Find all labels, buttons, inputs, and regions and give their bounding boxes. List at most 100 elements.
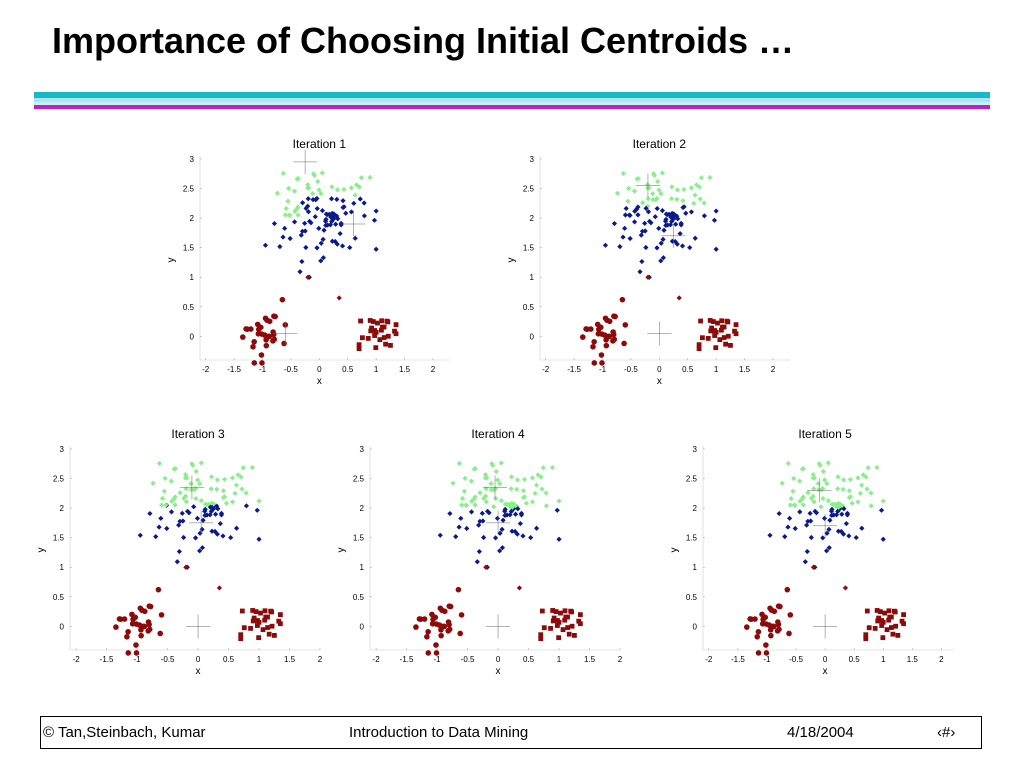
scatter-svg: Iteration 4 -2 -1.5 -1 -0.5 0 0.5 1 1.5 2 0 0.5 1 1.5… bbox=[336, 427, 623, 677]
data-point bbox=[651, 172, 658, 178]
data-point bbox=[598, 324, 604, 331]
data-point bbox=[782, 534, 788, 540]
data-point bbox=[472, 502, 478, 508]
data-point bbox=[314, 245, 320, 251]
data-point bbox=[157, 630, 164, 637]
data-point bbox=[619, 296, 626, 303]
data-point bbox=[631, 219, 638, 225]
data-point bbox=[188, 487, 194, 493]
data-point bbox=[733, 322, 739, 328]
data-point bbox=[177, 490, 183, 496]
data-point bbox=[733, 331, 739, 337]
x-tick-label: 2 bbox=[939, 655, 944, 664]
plot-title: Iteration 3 bbox=[171, 427, 225, 441]
x-tick-label: -0.5 bbox=[461, 655, 475, 664]
data-point bbox=[274, 190, 281, 196]
data-point bbox=[352, 192, 358, 198]
data-point bbox=[550, 618, 556, 624]
data-point bbox=[277, 244, 283, 250]
x-tick-label: 0 bbox=[317, 365, 322, 374]
data-point bbox=[595, 330, 602, 337]
data-point bbox=[698, 175, 705, 181]
x-axis-label: x bbox=[657, 376, 662, 387]
y-tick-label: 1 bbox=[693, 563, 698, 572]
y-axis-label: y bbox=[506, 258, 517, 263]
data-point bbox=[263, 614, 269, 620]
data-point bbox=[669, 238, 675, 244]
data-point bbox=[855, 499, 861, 505]
data-point bbox=[370, 319, 376, 324]
data-point bbox=[901, 621, 906, 627]
data-point bbox=[116, 616, 123, 622]
y-tick-label: 2 bbox=[190, 214, 195, 223]
x-tick-label: -1 bbox=[134, 655, 142, 664]
y-tick-label: 3 bbox=[693, 445, 698, 454]
data-point bbox=[509, 528, 515, 534]
data-point bbox=[437, 605, 444, 612]
data-point bbox=[334, 187, 340, 193]
data-point bbox=[602, 242, 609, 248]
data-point bbox=[514, 486, 520, 492]
data-point bbox=[707, 174, 713, 181]
data-point bbox=[286, 212, 292, 218]
data-point bbox=[220, 488, 227, 494]
data-point bbox=[188, 481, 194, 487]
x-tick-label: 2 bbox=[318, 655, 323, 664]
data-point bbox=[602, 315, 609, 322]
stripe-pale-cyan bbox=[34, 102, 990, 105]
data-point bbox=[488, 487, 494, 493]
data-point bbox=[220, 533, 226, 539]
data-point bbox=[183, 486, 189, 492]
data-point bbox=[319, 170, 325, 176]
data-point bbox=[688, 185, 694, 191]
x-tick-label: 0.5 bbox=[342, 365, 354, 374]
data-point bbox=[562, 608, 568, 614]
data-point bbox=[161, 488, 167, 494]
data-point bbox=[676, 295, 682, 301]
x-tick-label: 0 bbox=[657, 365, 662, 374]
data-point bbox=[790, 488, 796, 494]
data-point bbox=[361, 213, 368, 219]
data-point bbox=[256, 536, 262, 542]
data-point bbox=[880, 635, 886, 641]
data-point bbox=[348, 185, 354, 191]
data-point bbox=[539, 486, 545, 492]
data-point bbox=[866, 625, 872, 631]
x-tick-label: 1 bbox=[557, 655, 562, 664]
data-point bbox=[361, 200, 367, 206]
x-tick-label: -2 bbox=[542, 365, 550, 374]
data-point bbox=[302, 220, 308, 226]
data-point bbox=[715, 320, 720, 326]
data-point bbox=[155, 586, 162, 593]
data-point bbox=[674, 196, 680, 202]
data-point bbox=[268, 608, 274, 614]
stripe-magenta bbox=[34, 105, 990, 109]
data-point bbox=[372, 328, 378, 333]
y-tick-label: 1.5 bbox=[53, 534, 65, 543]
y-tick-label: 0.5 bbox=[53, 593, 65, 602]
x-tick-label: -2 bbox=[202, 365, 210, 374]
data-point bbox=[343, 210, 349, 216]
data-point bbox=[298, 232, 304, 238]
x-tick-label: 1.5 bbox=[399, 365, 411, 374]
data-point bbox=[874, 464, 880, 471]
data-point bbox=[133, 650, 140, 656]
data-point bbox=[659, 208, 666, 214]
data-point bbox=[258, 352, 265, 358]
data-point bbox=[283, 205, 289, 212]
data-point bbox=[265, 333, 272, 340]
data-point bbox=[611, 336, 618, 343]
data-point bbox=[732, 328, 737, 334]
x-tick-label: -1.5 bbox=[400, 655, 414, 664]
data-point bbox=[232, 490, 238, 496]
data-point bbox=[508, 486, 514, 492]
data-point bbox=[263, 342, 270, 349]
data-point bbox=[458, 612, 465, 618]
data-point bbox=[643, 244, 649, 251]
x-tick-label: 0 bbox=[823, 655, 828, 664]
data-point bbox=[347, 244, 353, 251]
data-point bbox=[474, 559, 480, 565]
y-axis-label: y bbox=[36, 548, 47, 553]
data-point bbox=[249, 464, 255, 471]
data-point bbox=[383, 341, 389, 347]
